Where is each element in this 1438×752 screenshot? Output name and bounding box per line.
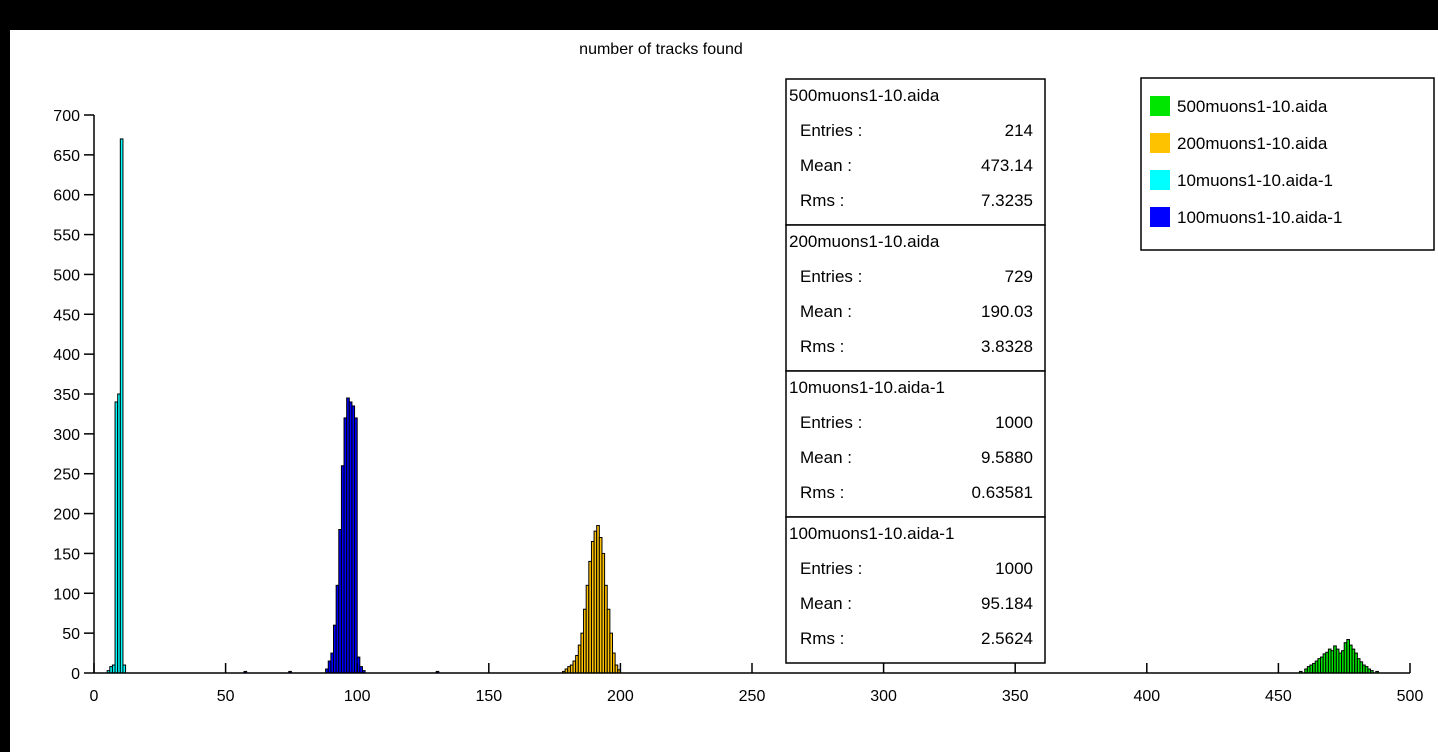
stats-label: Rms : (800, 337, 844, 356)
stats-value: 9.5880 (981, 448, 1033, 467)
stats-label: Mean : (800, 594, 852, 613)
y-tick-label: 150 (53, 546, 80, 563)
x-tick-label: 0 (90, 688, 99, 705)
x-tick-label: 250 (739, 688, 766, 705)
x-tick-label: 50 (217, 688, 235, 705)
bar-series2-bin5 (119, 138, 124, 674)
stats-value: 1000 (995, 413, 1033, 432)
y-tick-label: 300 (53, 427, 80, 444)
y-tick-label: 500 (53, 267, 80, 284)
stats-value: 3.8328 (981, 337, 1033, 356)
stats-block (785, 370, 1046, 518)
stats-label: Entries : (800, 267, 862, 286)
stats-value: 190.03 (981, 302, 1033, 321)
y-tick-label: 250 (53, 467, 80, 484)
stats-value: 95.184 (981, 594, 1033, 613)
stats-label: Entries : (800, 559, 862, 578)
y-tick-label: 350 (53, 387, 80, 404)
axes: 0 50 100 150 200 250 300 350 400 450 500 0 50 100 150 2… (53, 108, 1423, 705)
stats-title: 500muons1-10.aida (789, 86, 940, 105)
statistics-box: 500muons1-10.aida Entries : 214 Mean : 473.1… (785, 78, 1046, 664)
stats-title: 200muons1-10.aida (789, 232, 940, 251)
chart-title: number of tracks found (579, 41, 743, 58)
stats-label: Entries : (800, 121, 862, 140)
stats-label: Mean : (800, 302, 852, 321)
stats-block (785, 516, 1046, 664)
stats-block (785, 224, 1046, 372)
stats-block (785, 78, 1046, 226)
legend-label: 10muons1-10.aida-1 (1177, 171, 1333, 190)
y-tick-label: 650 (53, 148, 80, 165)
legend-swatch (1150, 96, 1170, 116)
y-tick-label: 700 (53, 108, 80, 125)
x-tick-label: 500 (1397, 688, 1424, 705)
y-tick-label: 450 (53, 307, 80, 324)
x-tick-label: 300 (870, 688, 897, 705)
y-tick-label: 0 (71, 666, 80, 683)
legend-swatch (1150, 170, 1170, 190)
stats-value: 1000 (995, 559, 1033, 578)
x-tick-label: 400 (1133, 688, 1160, 705)
stats-value: 2.5624 (981, 629, 1033, 648)
stats-title: 100muons1-10.aida-1 (789, 524, 954, 543)
histogram-chart: number of tracks found 0 50 100 150 200 250 30… (53, 41, 1435, 705)
y-tick-label: 100 (53, 586, 80, 603)
histogram-bars (106, 138, 1379, 674)
x-tick-label: 200 (607, 688, 634, 705)
x-tick-label: 450 (1265, 688, 1292, 705)
legend-label: 200muons1-10.aida (1177, 134, 1328, 153)
legend-swatch (1150, 207, 1170, 227)
x-tick-label: 350 (1002, 688, 1029, 705)
bar-series3-bin13 (354, 417, 358, 674)
stats-value: 0.63581 (972, 483, 1033, 502)
stats-title: 10muons1-10.aida-1 (789, 378, 945, 397)
stats-value: 729 (1005, 267, 1033, 286)
legend: 500muons1-10.aida 200muons1-10.aida 10muon… (1140, 77, 1435, 251)
legend-swatch (1150, 133, 1170, 153)
stats-label: Rms : (800, 483, 844, 502)
bar-series2-bin6 (122, 664, 127, 674)
y-tick-label: 400 (53, 347, 80, 364)
stats-label: Entries : (800, 413, 862, 432)
y-tick-label: 600 (53, 188, 80, 205)
plot-area: number of tracks found 0 50 100 150 200 250 30… (10, 30, 1438, 752)
stats-label: Mean : (800, 448, 852, 467)
stats-value: 473.14 (981, 156, 1033, 175)
stats-label: Rms : (800, 629, 844, 648)
x-tick-label: 150 (475, 688, 502, 705)
legend-label: 100muons1-10.aida-1 (1177, 208, 1342, 227)
x-tick-label: 100 (344, 688, 371, 705)
y-tick-label: 200 (53, 507, 80, 524)
y-tick-label: 550 (53, 228, 80, 245)
stats-label: Rms : (800, 191, 844, 210)
stats-value: 7.3235 (981, 191, 1033, 210)
legend-label: 500muons1-10.aida (1177, 97, 1328, 116)
y-tick-label: 50 (62, 626, 80, 643)
stats-label: Mean : (800, 156, 852, 175)
stats-value: 214 (1005, 121, 1033, 140)
legend-box (1140, 77, 1435, 251)
